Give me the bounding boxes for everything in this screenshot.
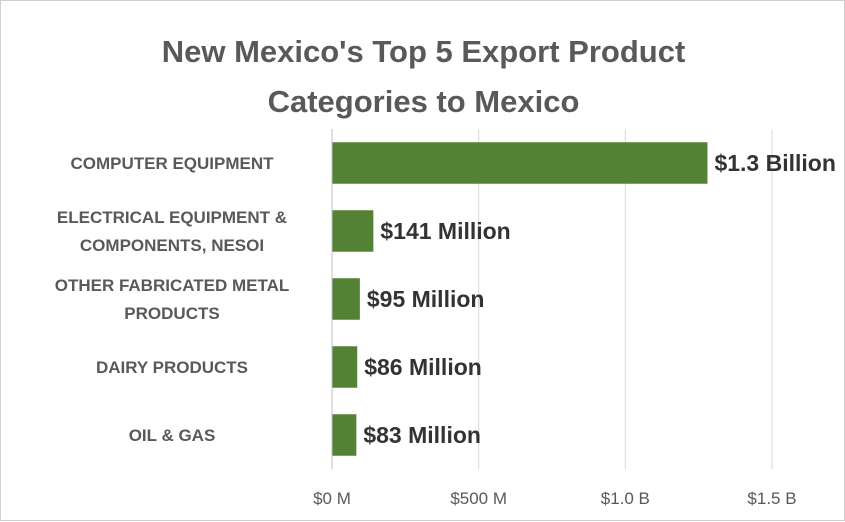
- bar: [332, 278, 360, 320]
- data-label: $83 Million: [363, 422, 481, 448]
- x-tick-label: $1.0 B: [601, 489, 650, 508]
- x-tick-label: $500 M: [450, 489, 507, 508]
- category-label: DAIRY PRODUCTS: [96, 358, 248, 377]
- x-tick-label: $0 M: [313, 489, 351, 508]
- data-label: $95 Million: [367, 286, 485, 312]
- data-label: $1.3 Billion: [714, 150, 835, 176]
- data-label: $141 Million: [380, 218, 510, 244]
- chart-title: New Mexico's Top 5 Export Product Catego…: [1, 27, 845, 127]
- category-label: ELECTRICAL EQUIPMENT & COMPONENTS, NESOI: [57, 208, 287, 255]
- category-label: OIL & GAS: [129, 426, 216, 445]
- category-label: OTHER FABRICATED METAL PRODUCTS: [55, 276, 290, 323]
- bar: [332, 414, 357, 456]
- data-label: $86 Million: [364, 354, 482, 380]
- category-label: COMPUTER EQUIPMENT: [70, 154, 274, 173]
- bar: [332, 210, 374, 252]
- x-tick-label: $1.5 B: [747, 489, 796, 508]
- chart-title-line-2: Categories to Mexico: [267, 84, 580, 119]
- chart-title-line-1: New Mexico's Top 5 Export Product: [161, 34, 686, 69]
- bar: [332, 142, 708, 184]
- bar: [332, 346, 358, 388]
